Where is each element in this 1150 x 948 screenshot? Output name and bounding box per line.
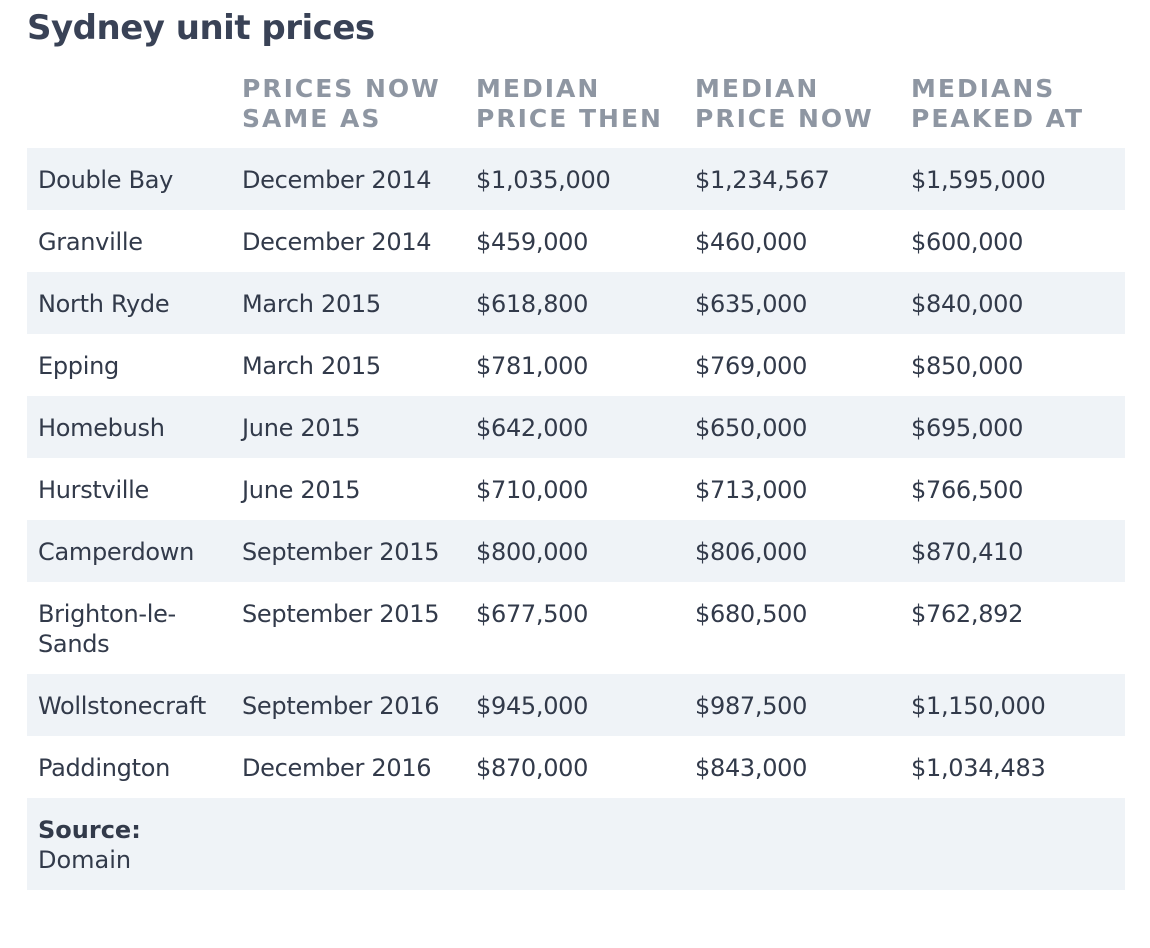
price-then-cell: $870,000 [476, 754, 589, 782]
suburb-cell: Camperdown [38, 538, 195, 566]
table-header: PRICES NOW SAME AS MEDIAN PRICE THEN MEDIA… [27, 72, 1125, 148]
prices-table: PRICES NOW SAME AS MEDIAN PRICE THEN MEDIA… [27, 72, 1125, 890]
source-footer: Source: Domain [27, 798, 1125, 890]
suburb-cell: Granville [38, 228, 143, 256]
table-row: Epping March 2015 $781,000 $769,000 $850… [27, 334, 1125, 396]
peak-cell: $1,034,483 [911, 754, 1046, 782]
price-now-cell: $806,000 [695, 538, 808, 566]
peak-cell: $695,000 [911, 414, 1024, 442]
same-as-cell: June 2015 [242, 414, 361, 442]
suburb-cell: Brighton-le-Sands [38, 600, 176, 658]
price-now-cell: $843,000 [695, 754, 808, 782]
same-as-cell: September 2016 [242, 692, 440, 720]
peak-cell: $840,000 [911, 290, 1024, 318]
suburb-cell: Epping [38, 352, 119, 380]
same-as-cell: September 2015 [242, 538, 440, 566]
same-as-cell: June 2015 [242, 476, 361, 504]
column-header-price-then: MEDIAN PRICE THEN [476, 74, 663, 133]
peak-cell: $870,410 [911, 538, 1024, 566]
table-row: Granville December 2014 $459,000 $460,00… [27, 210, 1125, 272]
table-row: Hurstville June 2015 $710,000 $713,000 $… [27, 458, 1125, 520]
price-then-cell: $677,500 [476, 600, 589, 628]
column-header-same-as: PRICES NOW SAME AS [242, 74, 441, 133]
price-then-cell: $618,800 [476, 290, 589, 318]
price-now-cell: $1,234,567 [695, 166, 830, 194]
peak-cell: $766,500 [911, 476, 1024, 504]
table-row: Paddington December 2016 $870,000 $843,0… [27, 736, 1125, 798]
price-now-cell: $650,000 [695, 414, 808, 442]
price-then-cell: $945,000 [476, 692, 589, 720]
same-as-cell: December 2014 [242, 228, 432, 256]
same-as-cell: December 2014 [242, 166, 432, 194]
suburb-cell: Paddington [38, 754, 170, 782]
suburb-cell: North Ryde [38, 290, 170, 318]
column-header-peak: MEDIANS PEAKED AT [911, 74, 1085, 133]
same-as-cell: March 2015 [242, 352, 381, 380]
column-header-price-now: MEDIAN PRICE NOW [695, 74, 874, 133]
peak-cell: $1,595,000 [911, 166, 1046, 194]
table-row: Double Bay December 2014 $1,035,000 $1,2… [27, 148, 1125, 210]
same-as-cell: December 2016 [242, 754, 432, 782]
table-row: North Ryde March 2015 $618,800 $635,000 … [27, 272, 1125, 334]
price-now-cell: $713,000 [695, 476, 808, 504]
table-row: Camperdown September 2015 $800,000 $806,… [27, 520, 1125, 582]
price-then-cell: $1,035,000 [476, 166, 611, 194]
price-now-cell: $769,000 [695, 352, 808, 380]
peak-cell: $762,892 [911, 600, 1024, 628]
suburb-cell: Homebush [38, 414, 165, 442]
peak-cell: $1,150,000 [911, 692, 1046, 720]
suburb-cell: Wollstonecraft [38, 692, 206, 720]
price-then-cell: $800,000 [476, 538, 589, 566]
peak-cell: $600,000 [911, 228, 1024, 256]
price-now-cell: $987,500 [695, 692, 808, 720]
table-title: Sydney unit prices [27, 8, 375, 48]
table-row: Homebush June 2015 $642,000 $650,000 $69… [27, 396, 1125, 458]
peak-cell: $850,000 [911, 352, 1024, 380]
price-then-cell: $459,000 [476, 228, 589, 256]
price-then-cell: $781,000 [476, 352, 589, 380]
suburb-cell: Hurstville [38, 476, 150, 504]
source-value: Domain [38, 846, 132, 874]
price-now-cell: $680,500 [695, 600, 808, 628]
same-as-cell: September 2015 [242, 600, 440, 628]
table-row: Wollstonecraft September 2016 $945,000 $… [27, 674, 1125, 736]
price-now-cell: $460,000 [695, 228, 808, 256]
table-row: Brighton-le-Sands September 2015 $677,50… [27, 582, 1125, 674]
source-label: Source: [38, 816, 141, 844]
price-now-cell: $635,000 [695, 290, 808, 318]
same-as-cell: March 2015 [242, 290, 381, 318]
price-then-cell: $642,000 [476, 414, 589, 442]
suburb-cell: Double Bay [38, 166, 174, 194]
price-then-cell: $710,000 [476, 476, 589, 504]
